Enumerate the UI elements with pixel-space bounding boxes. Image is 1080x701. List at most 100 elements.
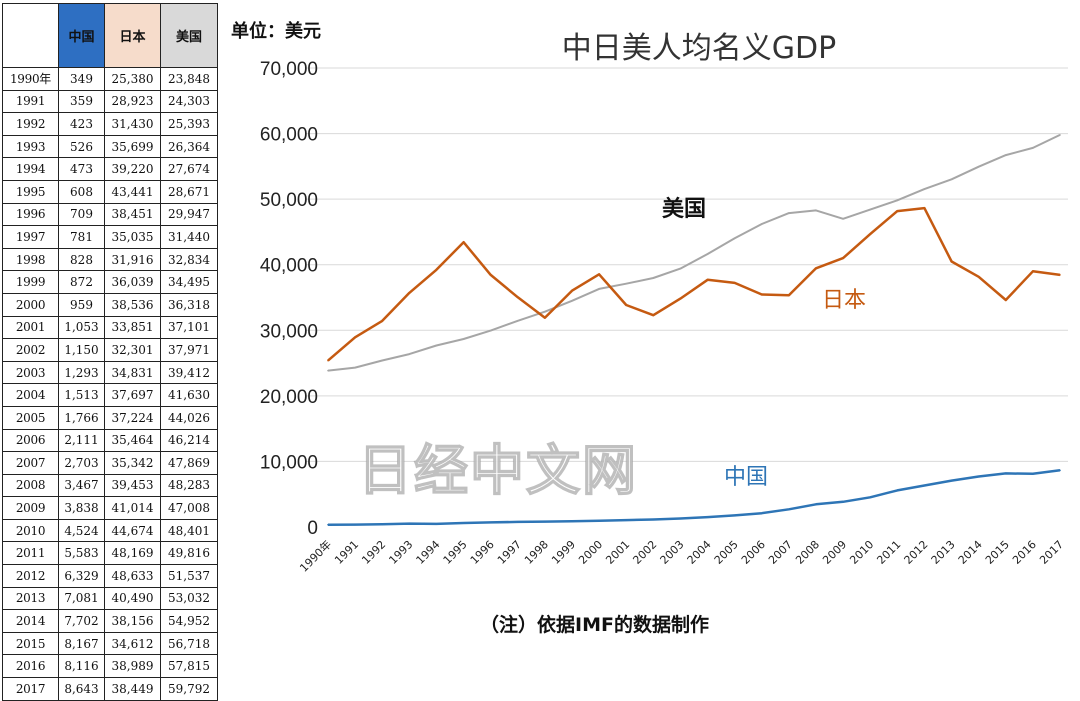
table-row: 1994 473 39,220 27,674 bbox=[2, 157, 218, 181]
data-point-japan bbox=[625, 304, 628, 306]
year-cell: 2006 bbox=[2, 428, 59, 453]
china-cell: 1,053 bbox=[58, 315, 105, 340]
data-point-china bbox=[462, 522, 465, 524]
table-row: 2008 3,467 39,453 48,283 bbox=[2, 473, 218, 498]
x-tick-label: 1999 bbox=[549, 538, 578, 567]
year-cell: 2014 bbox=[2, 609, 59, 633]
year-cell: 2013 bbox=[2, 586, 59, 611]
usa-cell: 56,718 bbox=[160, 631, 218, 656]
data-point-japan bbox=[923, 207, 926, 209]
year-cell: 1999 bbox=[2, 270, 59, 294]
data-point-japan bbox=[896, 210, 899, 212]
x-tick-label: 2016 bbox=[1010, 538, 1039, 567]
data-point-japan bbox=[760, 293, 763, 296]
data-point-usa bbox=[381, 359, 384, 362]
data-point-japan bbox=[842, 257, 844, 259]
year-cell: 1993 bbox=[2, 134, 59, 159]
data-point-usa bbox=[571, 300, 573, 302]
table-row: 2002 1,150 32,301 37,971 bbox=[2, 338, 218, 362]
data-point-usa bbox=[788, 212, 790, 214]
china-cell: 709 bbox=[58, 202, 105, 227]
x-tick-label: 1994 bbox=[414, 538, 443, 567]
data-point-japan bbox=[1059, 274, 1061, 276]
table-row: 1997 781 35,035 31,440 bbox=[2, 225, 218, 249]
year-cell: 2005 bbox=[2, 405, 59, 430]
usa-cell: 47,869 bbox=[160, 451, 218, 475]
data-point-china bbox=[977, 475, 980, 478]
year-cell: 1996 bbox=[2, 202, 59, 227]
table-row: 2013 7,081 40,490 53,032 bbox=[2, 586, 218, 611]
usa-cell: 48,283 bbox=[160, 473, 218, 498]
china-cell: 359 bbox=[58, 89, 105, 114]
x-tick-label: 2001 bbox=[603, 538, 632, 567]
data-point-usa bbox=[544, 310, 546, 313]
data-point-japan bbox=[571, 289, 573, 292]
japan-cell: 31,430 bbox=[104, 112, 161, 136]
year-cell: 2000 bbox=[2, 292, 59, 317]
data-point-china bbox=[598, 519, 600, 522]
japan-cell: 28,923 bbox=[104, 89, 161, 114]
japan-cell: 36,039 bbox=[104, 270, 161, 294]
data-point-japan bbox=[489, 274, 492, 276]
table-row: 1999 872 36,039 34,495 bbox=[2, 270, 218, 294]
x-tick-label: 2008 bbox=[793, 538, 822, 567]
japan-cell: 44,674 bbox=[104, 518, 161, 543]
x-tick-label: 1990年 bbox=[297, 537, 334, 574]
data-point-japan bbox=[652, 314, 655, 316]
header-china: 中国 bbox=[58, 3, 105, 68]
japan-cell: 25,380 bbox=[104, 67, 161, 91]
year-cell: 1992 bbox=[2, 112, 59, 136]
header-usa: 美国 bbox=[160, 3, 218, 68]
y-tick-label: 60,000 bbox=[260, 125, 318, 146]
data-point-usa bbox=[516, 320, 519, 322]
table-row: 1995 608 43,441 28,671 bbox=[2, 179, 218, 204]
data-point-china bbox=[896, 489, 899, 492]
china-cell: 2,703 bbox=[58, 451, 105, 475]
chart-title: 中日美人均名义GDP bbox=[562, 31, 836, 66]
data-point-usa bbox=[923, 188, 926, 190]
data-point-japan bbox=[408, 292, 411, 294]
chart-panel: 单位：美元 中日美人均名义GDP 0 10,000 20,000 30,000 40,00… bbox=[218, 0, 1080, 688]
usa-cell: 37,101 bbox=[160, 315, 218, 340]
japan-cell: 34,612 bbox=[104, 631, 161, 656]
data-point-japan bbox=[706, 279, 709, 281]
usa-cell: 44,026 bbox=[160, 405, 218, 430]
usa-cell: 54,952 bbox=[160, 609, 218, 633]
table-row: 2010 4,524 44,674 48,401 bbox=[2, 518, 218, 543]
table-row: 1991 359 28,923 24,303 bbox=[2, 89, 218, 114]
table-row: 2011 5,583 48,169 49,816 bbox=[2, 541, 218, 566]
japan-cell: 35,464 bbox=[104, 428, 161, 453]
data-point-japan bbox=[815, 267, 817, 270]
data-point-china bbox=[788, 508, 790, 511]
data-point-japan bbox=[435, 269, 438, 271]
usa-cell: 31,440 bbox=[160, 225, 218, 249]
china-cell: 7,081 bbox=[58, 586, 105, 611]
china-cell: 423 bbox=[58, 112, 105, 136]
usa-cell: 25,393 bbox=[160, 112, 218, 136]
x-tick-label: 1992 bbox=[359, 538, 388, 567]
china-cell: 8,167 bbox=[58, 631, 105, 656]
data-point-japan bbox=[381, 320, 384, 322]
data-point-china bbox=[625, 519, 628, 521]
table-row: 2007 2,703 35,342 47,869 bbox=[2, 451, 218, 475]
year-cell: 2017 bbox=[2, 677, 59, 701]
data-point-usa bbox=[1004, 154, 1007, 156]
data-point-usa bbox=[869, 208, 872, 211]
data-point-china bbox=[760, 512, 763, 514]
data-point-china bbox=[544, 520, 546, 523]
table-row: 2009 3,838 41,014 47,008 bbox=[2, 496, 218, 520]
data-point-china bbox=[1059, 469, 1061, 472]
x-tick-label: 2004 bbox=[685, 538, 714, 567]
series-line-usa bbox=[327, 133, 1061, 372]
x-tick-label: 2002 bbox=[630, 538, 659, 567]
china-cell: 349 bbox=[58, 67, 105, 91]
data-point-usa bbox=[706, 253, 709, 255]
japan-cell: 43,441 bbox=[104, 179, 161, 204]
china-cell: 608 bbox=[58, 179, 105, 204]
japan-cell: 31,916 bbox=[104, 247, 161, 272]
data-point-japan bbox=[327, 359, 329, 362]
y-tick-label: 40,000 bbox=[260, 256, 318, 277]
data-point-usa bbox=[625, 282, 628, 285]
data-point-china bbox=[354, 523, 356, 526]
year-cell: 2004 bbox=[2, 383, 59, 407]
